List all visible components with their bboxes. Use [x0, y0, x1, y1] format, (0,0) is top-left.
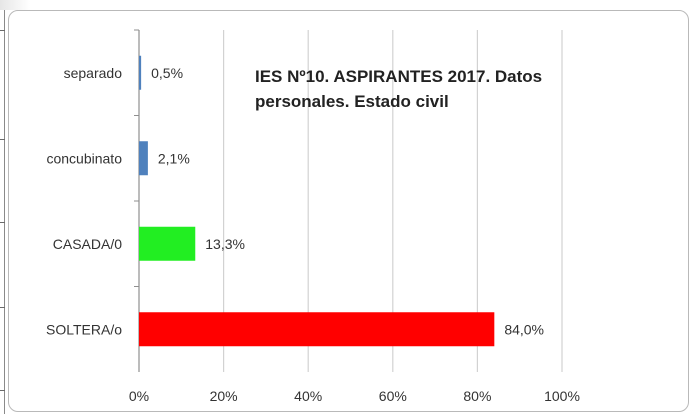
chart-title-line-1: IES Nº10. ASPIRANTES 2017. Datos — [255, 67, 543, 86]
x-tick-label: 100% — [544, 388, 580, 404]
bar — [139, 141, 148, 176]
edge-tick — [0, 390, 5, 391]
chart-title: IES Nº10. ASPIRANTES 2017. Datos persona… — [255, 64, 615, 114]
bar — [139, 226, 196, 261]
category-label: separado — [64, 65, 123, 81]
x-tick-label: 60% — [379, 388, 407, 404]
data-label: 84,0% — [504, 321, 544, 337]
x-tick-label: 40% — [294, 388, 322, 404]
data-label: 2,1% — [158, 150, 190, 166]
label-layer: 0% 20% 40% 60% 80% 100% separado 0,5% concubinat… — [46, 65, 580, 404]
bar — [139, 55, 142, 90]
x-tick-label: 0% — [129, 388, 149, 404]
edge-tick — [0, 30, 5, 31]
bar-layer — [139, 55, 495, 347]
category-label: concubinato — [46, 150, 122, 166]
x-tick-label: 80% — [463, 388, 491, 404]
corner-shade — [0, 0, 30, 10]
x-tick-label: 20% — [210, 388, 238, 404]
data-label: 13,3% — [205, 236, 245, 252]
left-edge-border — [0, 0, 30, 414]
category-label: SOLTERA/o — [46, 321, 122, 337]
data-label: 0,5% — [151, 65, 183, 81]
category-label: CASADA/0 — [53, 236, 122, 252]
edge-tick — [0, 307, 5, 308]
edge-tick — [0, 222, 5, 223]
chart-title-line-2: personales. Estado civil — [255, 92, 449, 111]
bar — [139, 312, 495, 347]
edge-tick — [0, 139, 5, 140]
